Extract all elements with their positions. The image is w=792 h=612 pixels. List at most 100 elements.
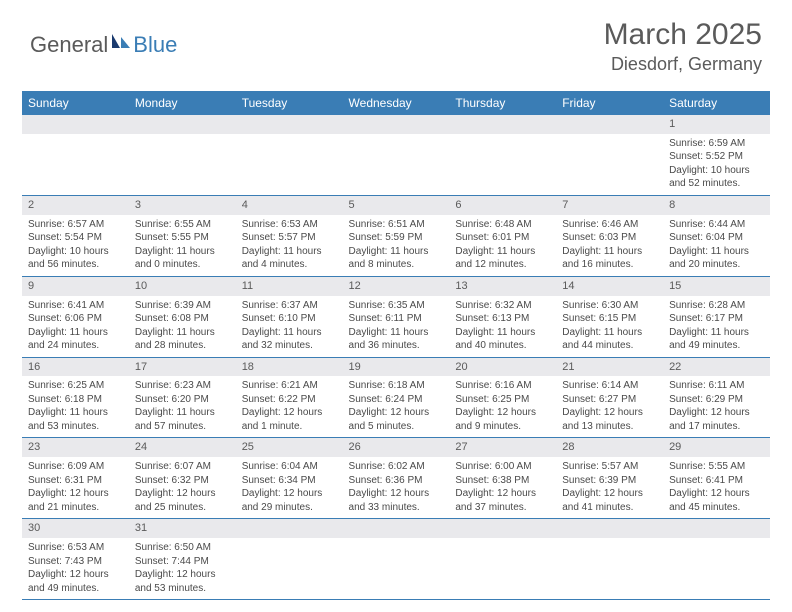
calendar-cell	[236, 115, 343, 195]
sunrise-text: Sunrise: 6:16 AM	[455, 379, 550, 393]
daylight-text: Daylight: 12 hours and 25 minutes.	[135, 487, 230, 514]
daylight-text: Daylight: 12 hours and 21 minutes.	[28, 487, 123, 514]
calendar-cell	[556, 519, 663, 600]
calendar-cell: 28Sunrise: 5:57 AMSunset: 6:39 PMDayligh…	[556, 438, 663, 519]
day-content: Sunrise: 6:37 AMSunset: 6:10 PMDaylight:…	[236, 296, 343, 357]
daylight-text: Daylight: 12 hours and 9 minutes.	[455, 406, 550, 433]
day-content: Sunrise: 6:18 AMSunset: 6:24 PMDaylight:…	[343, 376, 450, 437]
daylight-text: Daylight: 11 hours and 4 minutes.	[242, 245, 337, 272]
sunset-text: Sunset: 5:57 PM	[242, 231, 337, 245]
day-number: 25	[236, 438, 343, 457]
day-header: Friday	[556, 91, 663, 115]
calendar-cell: 23Sunrise: 6:09 AMSunset: 6:31 PMDayligh…	[22, 438, 129, 519]
sunset-text: Sunset: 6:41 PM	[669, 474, 764, 488]
calendar-cell: 6Sunrise: 6:48 AMSunset: 6:01 PMDaylight…	[449, 195, 556, 276]
sunset-text: Sunset: 6:29 PM	[669, 393, 764, 407]
calendar-cell: 27Sunrise: 6:00 AMSunset: 6:38 PMDayligh…	[449, 438, 556, 519]
sunset-text: Sunset: 6:18 PM	[28, 393, 123, 407]
day-content: Sunrise: 6:04 AMSunset: 6:34 PMDaylight:…	[236, 457, 343, 518]
daylight-text: Daylight: 11 hours and 20 minutes.	[669, 245, 764, 272]
day-content: Sunrise: 6:44 AMSunset: 6:04 PMDaylight:…	[663, 215, 770, 276]
day-header: Thursday	[449, 91, 556, 115]
sunset-text: Sunset: 6:04 PM	[669, 231, 764, 245]
day-content: Sunrise: 5:57 AMSunset: 6:39 PMDaylight:…	[556, 457, 663, 518]
day-number: 21	[556, 358, 663, 377]
day-number: 29	[663, 438, 770, 457]
daylight-text: Daylight: 12 hours and 17 minutes.	[669, 406, 764, 433]
calendar-week: 2Sunrise: 6:57 AMSunset: 5:54 PMDaylight…	[22, 195, 770, 276]
daylight-text: Daylight: 11 hours and 44 minutes.	[562, 326, 657, 353]
calendar-cell: 4Sunrise: 6:53 AMSunset: 5:57 PMDaylight…	[236, 195, 343, 276]
calendar-cell: 31Sunrise: 6:50 AMSunset: 7:44 PMDayligh…	[129, 519, 236, 600]
sunrise-text: Sunrise: 6:46 AM	[562, 218, 657, 232]
sunset-text: Sunset: 6:10 PM	[242, 312, 337, 326]
sunrise-text: Sunrise: 5:55 AM	[669, 460, 764, 474]
day-content: Sunrise: 6:21 AMSunset: 6:22 PMDaylight:…	[236, 376, 343, 437]
calendar-cell: 2Sunrise: 6:57 AMSunset: 5:54 PMDaylight…	[22, 195, 129, 276]
calendar-cell	[22, 115, 129, 195]
sunset-text: Sunset: 6:32 PM	[135, 474, 230, 488]
sunrise-text: Sunrise: 5:57 AM	[562, 460, 657, 474]
day-number: 9	[22, 277, 129, 296]
title-block: March 2025 Diesdorf, Germany	[604, 18, 762, 75]
day-content: Sunrise: 6:50 AMSunset: 7:44 PMDaylight:…	[129, 538, 236, 599]
day-content: Sunrise: 6:25 AMSunset: 6:18 PMDaylight:…	[22, 376, 129, 437]
sunrise-text: Sunrise: 6:23 AM	[135, 379, 230, 393]
calendar-cell: 24Sunrise: 6:07 AMSunset: 6:32 PMDayligh…	[129, 438, 236, 519]
sunset-text: Sunset: 5:54 PM	[28, 231, 123, 245]
empty-day-bar	[343, 519, 450, 538]
day-number: 27	[449, 438, 556, 457]
sunrise-text: Sunrise: 6:28 AM	[669, 299, 764, 313]
sunset-text: Sunset: 6:20 PM	[135, 393, 230, 407]
daylight-text: Daylight: 12 hours and 5 minutes.	[349, 406, 444, 433]
sunset-text: Sunset: 6:01 PM	[455, 231, 550, 245]
day-content: Sunrise: 6:23 AMSunset: 6:20 PMDaylight:…	[129, 376, 236, 437]
sunset-text: Sunset: 6:25 PM	[455, 393, 550, 407]
sunset-text: Sunset: 6:06 PM	[28, 312, 123, 326]
day-header: Tuesday	[236, 91, 343, 115]
daylight-text: Daylight: 11 hours and 28 minutes.	[135, 326, 230, 353]
logo: General Blue	[30, 32, 177, 58]
sunset-text: Sunset: 6:39 PM	[562, 474, 657, 488]
day-number: 28	[556, 438, 663, 457]
daylight-text: Daylight: 12 hours and 41 minutes.	[562, 487, 657, 514]
sunset-text: Sunset: 6:27 PM	[562, 393, 657, 407]
calendar-cell: 7Sunrise: 6:46 AMSunset: 6:03 PMDaylight…	[556, 195, 663, 276]
day-number: 3	[129, 196, 236, 215]
sunset-text: Sunset: 6:34 PM	[242, 474, 337, 488]
calendar-cell	[449, 519, 556, 600]
calendar-cell	[236, 519, 343, 600]
header: General Blue March 2025 Diesdorf, German…	[0, 0, 792, 85]
month-title: March 2025	[604, 18, 762, 52]
daylight-text: Daylight: 10 hours and 56 minutes.	[28, 245, 123, 272]
sunrise-text: Sunrise: 6:55 AM	[135, 218, 230, 232]
day-number: 23	[22, 438, 129, 457]
sunset-text: Sunset: 5:59 PM	[349, 231, 444, 245]
sunset-text: Sunset: 6:22 PM	[242, 393, 337, 407]
empty-day-bar	[129, 115, 236, 134]
sunset-text: Sunset: 6:11 PM	[349, 312, 444, 326]
empty-day-bar	[556, 115, 663, 134]
day-content: Sunrise: 6:11 AMSunset: 6:29 PMDaylight:…	[663, 376, 770, 437]
day-content: Sunrise: 6:59 AMSunset: 5:52 PMDaylight:…	[663, 134, 770, 195]
day-number: 24	[129, 438, 236, 457]
daylight-text: Daylight: 11 hours and 36 minutes.	[349, 326, 444, 353]
calendar-cell: 17Sunrise: 6:23 AMSunset: 6:20 PMDayligh…	[129, 357, 236, 438]
daylight-text: Daylight: 11 hours and 32 minutes.	[242, 326, 337, 353]
calendar-cell: 13Sunrise: 6:32 AMSunset: 6:13 PMDayligh…	[449, 276, 556, 357]
calendar-week: 23Sunrise: 6:09 AMSunset: 6:31 PMDayligh…	[22, 438, 770, 519]
calendar-cell: 22Sunrise: 6:11 AMSunset: 6:29 PMDayligh…	[663, 357, 770, 438]
day-header: Sunday	[22, 91, 129, 115]
sunrise-text: Sunrise: 6:04 AM	[242, 460, 337, 474]
day-number: 13	[449, 277, 556, 296]
day-number: 7	[556, 196, 663, 215]
calendar-cell: 10Sunrise: 6:39 AMSunset: 6:08 PMDayligh…	[129, 276, 236, 357]
calendar-cell: 1Sunrise: 6:59 AMSunset: 5:52 PMDaylight…	[663, 115, 770, 195]
daylight-text: Daylight: 12 hours and 33 minutes.	[349, 487, 444, 514]
calendar-cell	[556, 115, 663, 195]
logo-text-general: General	[30, 32, 108, 58]
calendar-cell: 19Sunrise: 6:18 AMSunset: 6:24 PMDayligh…	[343, 357, 450, 438]
daylight-text: Daylight: 12 hours and 13 minutes.	[562, 406, 657, 433]
daylight-text: Daylight: 12 hours and 1 minute.	[242, 406, 337, 433]
empty-day-bar	[449, 115, 556, 134]
